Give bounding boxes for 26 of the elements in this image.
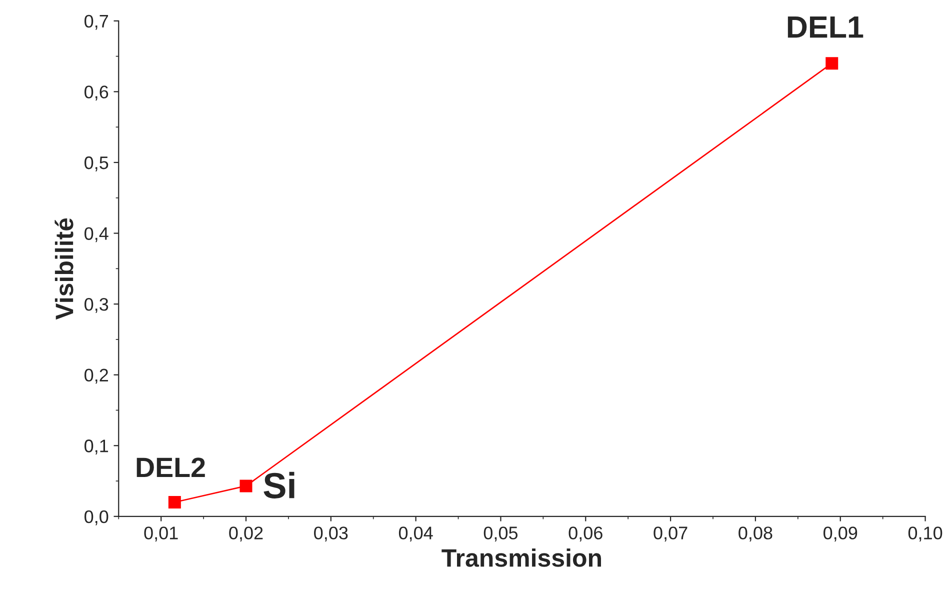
y-tick-label: 0,4 [84, 227, 108, 242]
x-tick-label: 0,05 [484, 526, 518, 542]
point [240, 480, 252, 492]
x-tick-label: 0,08 [738, 526, 772, 542]
y-tick-label: 0,0 [84, 510, 108, 526]
annotation: DEL2 [136, 458, 205, 478]
x-tick-label: 0,02 [229, 526, 263, 542]
x-axis-title: Transmission [442, 548, 601, 567]
y-tick-label: 0,7 [84, 14, 108, 30]
x-tick-label: 0,03 [314, 526, 348, 542]
annotation: Si [264, 472, 294, 498]
point [168, 496, 181, 508]
annotation: DEL1 [788, 16, 864, 38]
x-tick-label: 0,09 [824, 526, 858, 542]
y-axis-title: Visibilité [54, 218, 74, 320]
point [826, 57, 838, 70]
y-tick-label: 0,1 [84, 440, 108, 454]
x-tick-label: 0,10 [908, 526, 942, 542]
y-tick-label: 0,2 [84, 368, 108, 384]
x-tick-label: 0,04 [398, 526, 433, 542]
y-tick-label: 0,3 [84, 298, 108, 313]
x-tick-label: 0,07 [654, 526, 688, 542]
y-tick-label: 0,5 [84, 156, 108, 172]
x-tick-label: 0,06 [568, 526, 602, 542]
y-tick-label: 0,6 [84, 86, 108, 101]
x-tick-label: 0,01 [144, 526, 178, 542]
